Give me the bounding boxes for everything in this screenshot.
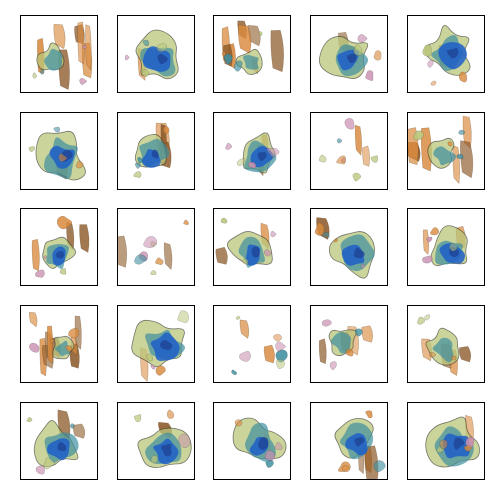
grid-tile [310,305,388,383]
grid-tile [407,15,485,93]
blob-image [21,403,97,479]
blob-image [311,403,387,479]
grid-tile [117,305,195,383]
blob-image [408,113,484,189]
blob-image [118,16,194,92]
grid-tile [407,305,485,383]
grid-tile [20,15,98,93]
blob-image [408,209,484,285]
grid-tile [213,112,291,190]
grid-tile [20,208,98,286]
grid-tile [310,402,388,480]
blob-image [311,209,387,285]
blob-image [118,306,194,382]
grid-tile [213,15,291,93]
blob-image [214,403,290,479]
grid-tile [117,15,195,93]
grid-tile [310,208,388,286]
grid-tile [20,112,98,190]
grid-tile [407,112,485,190]
blob-image [118,209,194,285]
blob-image [21,209,97,285]
grid-tile [117,402,195,480]
grid-tile [213,305,291,383]
blob-image [118,403,194,479]
grid-tile [407,402,485,480]
blob-image [21,306,97,382]
grid-tile [20,402,98,480]
grid-tile [117,112,195,190]
blob-image [21,113,97,189]
grid-tile [213,402,291,480]
grid-tile [20,305,98,383]
blob-image [214,306,290,382]
grid-tile [310,112,388,190]
blob-image [311,113,387,189]
blob-image [311,16,387,92]
blob-image [214,113,290,189]
grid-tile [117,208,195,286]
blob-image [214,16,290,92]
blob-image [408,16,484,92]
blob-image [311,306,387,382]
blob-image [408,403,484,479]
blob-image [21,16,97,92]
blob-image [214,209,290,285]
blob-image [118,113,194,189]
blob-image [408,306,484,382]
grid-tile [407,208,485,286]
grid-tile [310,15,388,93]
grid-tile [213,208,291,286]
